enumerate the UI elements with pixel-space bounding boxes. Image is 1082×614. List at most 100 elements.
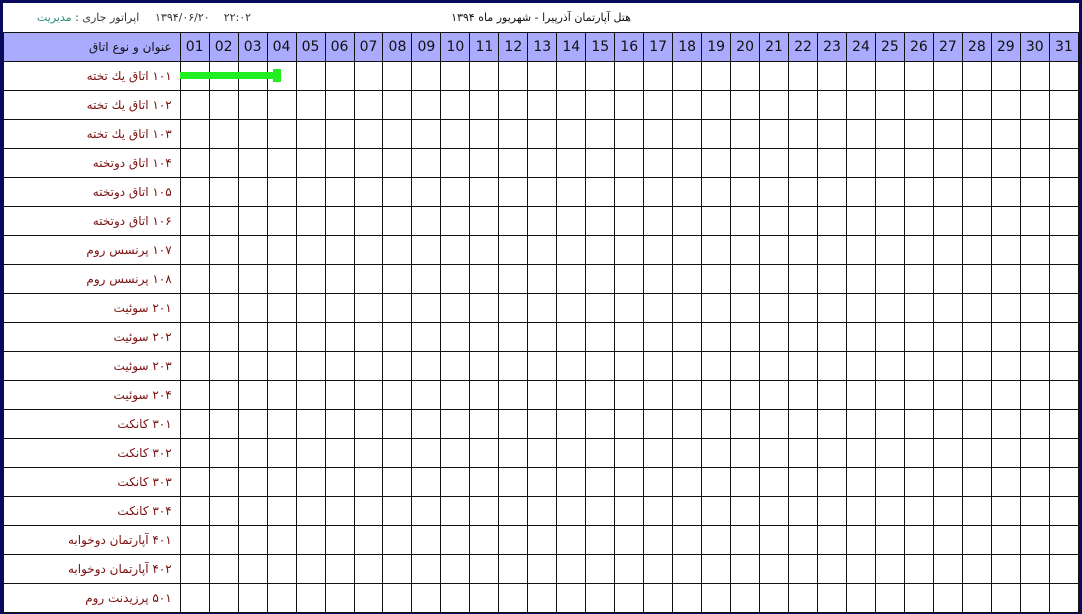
day-cell[interactable]	[266, 90, 297, 120]
day-cell[interactable]	[411, 235, 442, 265]
day-cell[interactable]	[179, 467, 210, 497]
day-cell[interactable]	[788, 409, 819, 439]
day-cell[interactable]	[643, 409, 674, 439]
day-cell[interactable]	[295, 554, 326, 584]
day-cell[interactable]	[1048, 148, 1080, 178]
day-cell[interactable]	[353, 554, 384, 584]
day-cell[interactable]	[527, 61, 558, 91]
day-cell[interactable]	[237, 380, 268, 410]
day-cell[interactable]	[1019, 293, 1050, 323]
day-cell[interactable]	[1048, 61, 1080, 91]
day-cell[interactable]	[759, 206, 790, 236]
day-cell[interactable]	[672, 409, 703, 439]
day-cell[interactable]	[874, 351, 905, 381]
day-cell[interactable]	[701, 177, 732, 207]
day-cell[interactable]	[874, 583, 905, 613]
day-cell[interactable]	[730, 119, 761, 149]
day-cell[interactable]	[585, 293, 616, 323]
day-cell[interactable]	[324, 351, 355, 381]
day-cell[interactable]	[643, 206, 674, 236]
day-cell[interactable]	[266, 496, 297, 526]
day-cell[interactable]	[730, 264, 761, 294]
day-cell[interactable]	[990, 351, 1021, 381]
day-cell[interactable]	[1048, 322, 1080, 352]
day-cell[interactable]	[208, 409, 239, 439]
day-cell[interactable]	[440, 322, 471, 352]
day-cell[interactable]	[788, 322, 819, 352]
day-cell[interactable]	[701, 496, 732, 526]
day-cell[interactable]	[874, 380, 905, 410]
day-cell[interactable]	[701, 380, 732, 410]
day-cell[interactable]	[585, 583, 616, 613]
day-cell[interactable]	[469, 525, 500, 555]
day-cell[interactable]	[324, 380, 355, 410]
day-cell[interactable]	[845, 438, 876, 468]
day-cell[interactable]	[1048, 177, 1080, 207]
day-cell[interactable]	[845, 554, 876, 584]
day-cell[interactable]	[961, 264, 992, 294]
day-cell[interactable]	[295, 61, 326, 91]
day-cell[interactable]	[874, 554, 905, 584]
day-cell[interactable]	[990, 206, 1021, 236]
day-cell[interactable]	[643, 467, 674, 497]
day-cell[interactable]	[527, 119, 558, 149]
day-cell[interactable]	[411, 90, 442, 120]
day-cell[interactable]	[353, 148, 384, 178]
day-cell[interactable]	[556, 380, 587, 410]
day-cell[interactable]	[469, 293, 500, 323]
day-cell[interactable]	[324, 525, 355, 555]
day-cell[interactable]	[527, 206, 558, 236]
day-cell[interactable]	[469, 148, 500, 178]
day-cell[interactable]	[874, 264, 905, 294]
day-cell[interactable]	[1048, 293, 1080, 323]
day-cell[interactable]	[845, 409, 876, 439]
day-cell[interactable]	[266, 322, 297, 352]
day-cell[interactable]	[903, 351, 934, 381]
day-cell[interactable]	[730, 583, 761, 613]
day-cell[interactable]	[701, 467, 732, 497]
day-cell[interactable]	[1019, 438, 1050, 468]
day-cell[interactable]	[643, 148, 674, 178]
day-cell[interactable]	[1048, 467, 1080, 497]
day-cell[interactable]	[266, 409, 297, 439]
day-cell[interactable]	[469, 409, 500, 439]
day-cell[interactable]	[382, 438, 413, 468]
day-cell[interactable]	[759, 583, 790, 613]
day-cell[interactable]	[788, 583, 819, 613]
day-cell[interactable]	[817, 119, 847, 149]
day-cell[interactable]	[701, 409, 732, 439]
day-cell[interactable]	[556, 293, 587, 323]
day-cell[interactable]	[382, 496, 413, 526]
day-cell[interactable]	[932, 409, 963, 439]
day-cell[interactable]	[353, 525, 384, 555]
day-cell[interactable]	[817, 467, 847, 497]
day-cell[interactable]	[527, 409, 558, 439]
day-cell[interactable]	[759, 90, 790, 120]
day-cell[interactable]	[324, 90, 355, 120]
day-cell[interactable]	[556, 525, 587, 555]
day-cell[interactable]	[817, 177, 847, 207]
day-cell[interactable]	[324, 467, 355, 497]
day-cell[interactable]	[817, 206, 847, 236]
day-cell[interactable]	[730, 380, 761, 410]
day-cell[interactable]	[324, 583, 355, 613]
day-cell[interactable]	[585, 177, 616, 207]
day-cell[interactable]	[990, 525, 1021, 555]
day-cell[interactable]	[614, 206, 645, 236]
day-cell[interactable]	[614, 264, 645, 294]
day-cell[interactable]	[903, 467, 934, 497]
day-cell[interactable]	[440, 148, 471, 178]
day-cell[interactable]	[701, 148, 732, 178]
day-cell[interactable]	[469, 177, 500, 207]
day-cell[interactable]	[440, 177, 471, 207]
day-cell[interactable]	[237, 206, 268, 236]
day-cell[interactable]	[730, 554, 761, 584]
day-cell[interactable]	[990, 293, 1021, 323]
day-cell[interactable]	[1019, 380, 1050, 410]
day-cell[interactable]	[701, 583, 732, 613]
day-cell[interactable]	[179, 177, 210, 207]
day-cell[interactable]	[411, 61, 442, 91]
day-cell[interactable]	[672, 148, 703, 178]
day-cell[interactable]	[672, 554, 703, 584]
day-cell[interactable]	[585, 409, 616, 439]
